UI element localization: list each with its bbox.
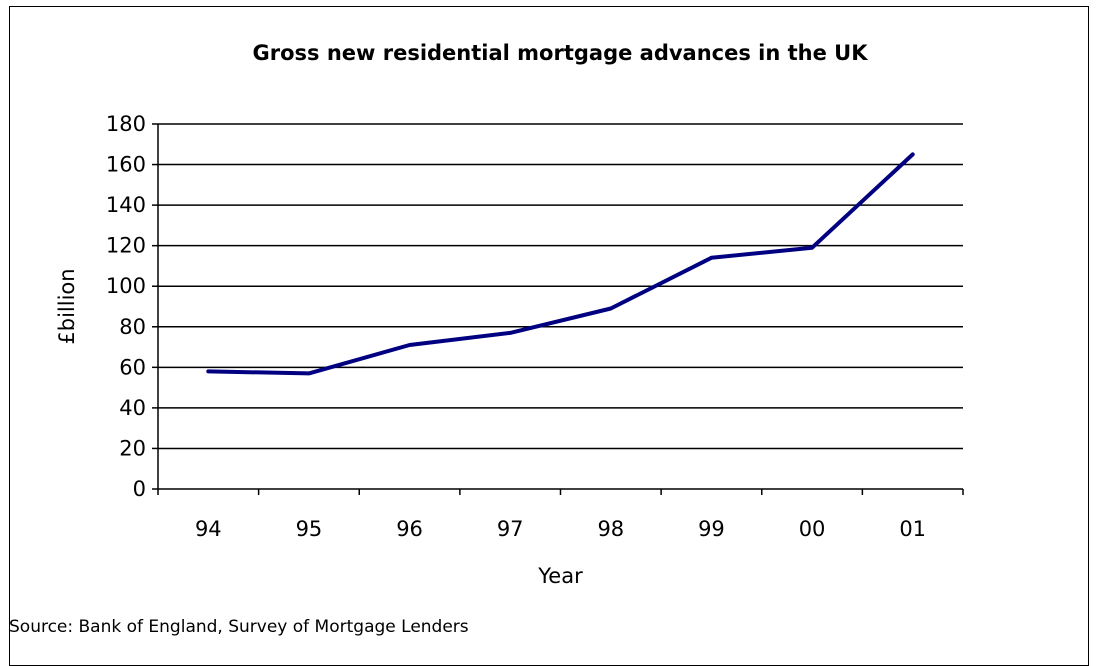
y-tick-label: 140	[106, 193, 146, 217]
y-tick-label: 160	[106, 153, 146, 177]
line-chart: Gross new residential mortgage advances …	[55, 41, 964, 588]
y-tick-label: 80	[119, 315, 146, 339]
axes: 0 20 40 60 80 100 120 140 160 180 94 95 96 97 98 99 00 01	[106, 112, 964, 541]
x-tick-label: 99	[698, 517, 725, 541]
x-tick-label: 96	[396, 517, 423, 541]
y-tick-label: 120	[106, 234, 146, 258]
x-tick-label: 00	[799, 517, 826, 541]
x-tick-label: 01	[899, 517, 926, 541]
series	[206, 152, 915, 376]
x-tick-label: 97	[497, 517, 524, 541]
gridlines	[158, 123, 963, 450]
y-tick-label: 180	[106, 112, 146, 136]
x-tick-label: 94	[195, 517, 222, 541]
x-tick-label: 98	[597, 517, 624, 541]
y-tick-label: 0	[133, 477, 146, 501]
series-line	[206, 152, 915, 376]
y-tick-label: 100	[106, 274, 146, 298]
chart-title: Gross new residential mortgage advances …	[252, 41, 868, 65]
y-axis-label: £billion	[55, 268, 79, 344]
y-tick-label: 20	[119, 436, 146, 460]
x-tick-label: 95	[296, 517, 323, 541]
y-tick-label: 40	[119, 396, 146, 420]
x-axis-label: Year	[537, 564, 583, 588]
y-tick-label: 60	[119, 355, 146, 379]
source-note: Source: Bank of England, Survey of Mortg…	[9, 617, 469, 637]
